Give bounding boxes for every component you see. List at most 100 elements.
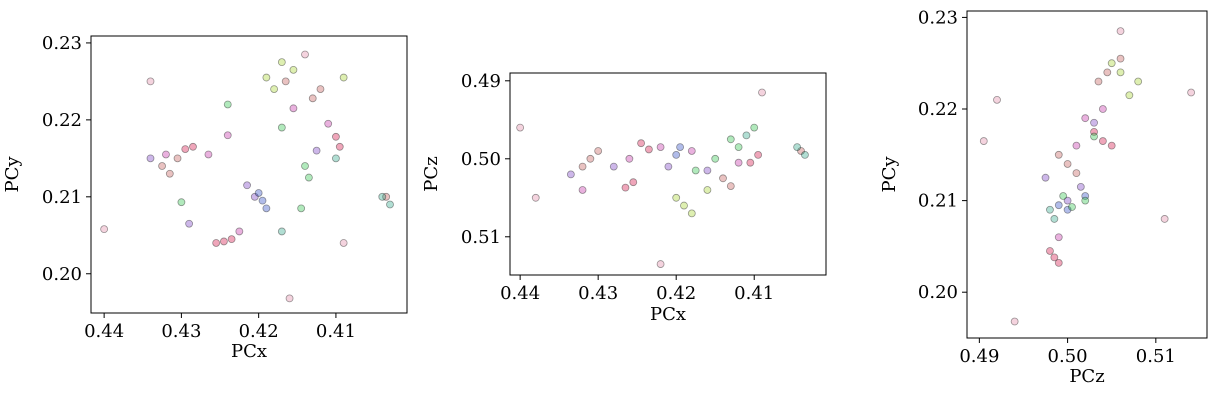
point	[664, 162, 673, 171]
point	[1054, 258, 1063, 267]
point	[243, 181, 251, 190]
axes-frame	[90, 35, 408, 314]
point	[312, 146, 321, 155]
point	[979, 137, 988, 145]
point	[339, 239, 348, 247]
point	[378, 192, 387, 201]
point	[672, 150, 681, 159]
point	[277, 227, 286, 236]
x-tick-label: 0.51	[1136, 346, 1176, 367]
point	[1072, 141, 1081, 150]
point	[734, 143, 743, 151]
point	[1134, 77, 1143, 86]
point	[223, 131, 232, 140]
point	[1094, 77, 1103, 86]
y-axis-label: PCy	[879, 156, 900, 193]
point	[177, 198, 186, 207]
point	[687, 209, 696, 218]
point	[1054, 201, 1063, 210]
point	[165, 169, 174, 178]
point	[578, 162, 587, 171]
point	[1046, 247, 1054, 255]
point	[162, 150, 170, 159]
y-axis-label: PCy	[2, 156, 23, 193]
x-tick-label: 0.49	[959, 346, 999, 367]
point	[301, 50, 309, 59]
point	[301, 162, 309, 170]
y-tick-label: 0.49	[461, 71, 501, 92]
point	[308, 94, 317, 103]
point	[1041, 173, 1050, 182]
point	[270, 85, 279, 93]
point	[516, 123, 525, 132]
x-axis-label: PCz	[1069, 366, 1104, 387]
point	[254, 189, 263, 197]
point	[382, 192, 391, 201]
point	[1081, 192, 1090, 200]
point	[173, 154, 182, 163]
point	[801, 150, 809, 159]
point	[703, 186, 712, 194]
point	[703, 166, 712, 175]
point	[656, 260, 665, 268]
point	[676, 143, 684, 151]
point	[158, 162, 166, 170]
y-tick-label: 0.23	[918, 7, 958, 28]
point	[227, 235, 236, 244]
point	[586, 154, 595, 163]
point	[1103, 68, 1112, 77]
point	[726, 135, 735, 144]
point	[219, 237, 228, 246]
point	[594, 147, 603, 155]
point	[711, 154, 720, 163]
point	[100, 225, 109, 234]
point	[1010, 317, 1019, 326]
point	[793, 143, 802, 151]
point	[629, 178, 638, 187]
point	[637, 139, 645, 148]
point	[262, 204, 271, 213]
point	[189, 142, 197, 151]
point	[750, 123, 759, 132]
point	[212, 239, 221, 247]
point	[258, 196, 267, 205]
y-tick-label: 0.20	[918, 282, 958, 303]
axes-frame	[966, 10, 1208, 339]
point	[578, 186, 587, 194]
point	[656, 143, 665, 151]
point	[304, 173, 313, 182]
point	[625, 154, 634, 163]
point	[687, 147, 696, 155]
point	[531, 193, 540, 202]
point	[185, 219, 194, 228]
point	[1090, 118, 1098, 127]
point	[316, 85, 325, 93]
point	[1050, 215, 1059, 223]
point	[1081, 114, 1090, 123]
x-tick-label: 0.50	[1048, 346, 1088, 367]
y-tick-label: 0.20	[42, 264, 82, 285]
point	[734, 158, 743, 167]
y-tick-label: 0.21	[918, 191, 958, 212]
x-tick-label: 0.43	[578, 283, 618, 304]
y-tick-label: 0.23	[42, 33, 82, 54]
x-axis-label: PCx	[231, 341, 267, 362]
point	[289, 104, 298, 113]
point	[742, 131, 751, 140]
point	[797, 147, 805, 155]
point	[746, 158, 755, 167]
y-axis-label: PCz	[421, 156, 442, 191]
point	[285, 294, 294, 303]
x-tick-label: 0.44	[84, 321, 124, 342]
point	[1160, 215, 1169, 223]
point	[277, 123, 286, 132]
point	[1098, 105, 1107, 113]
point	[1107, 59, 1116, 68]
y-tick-label: 0.50	[461, 149, 501, 170]
point	[1076, 182, 1085, 191]
point	[1063, 196, 1072, 205]
point	[621, 183, 630, 192]
y-tick-label: 0.22	[42, 110, 82, 131]
x-tick-label: 0.41	[316, 321, 356, 342]
